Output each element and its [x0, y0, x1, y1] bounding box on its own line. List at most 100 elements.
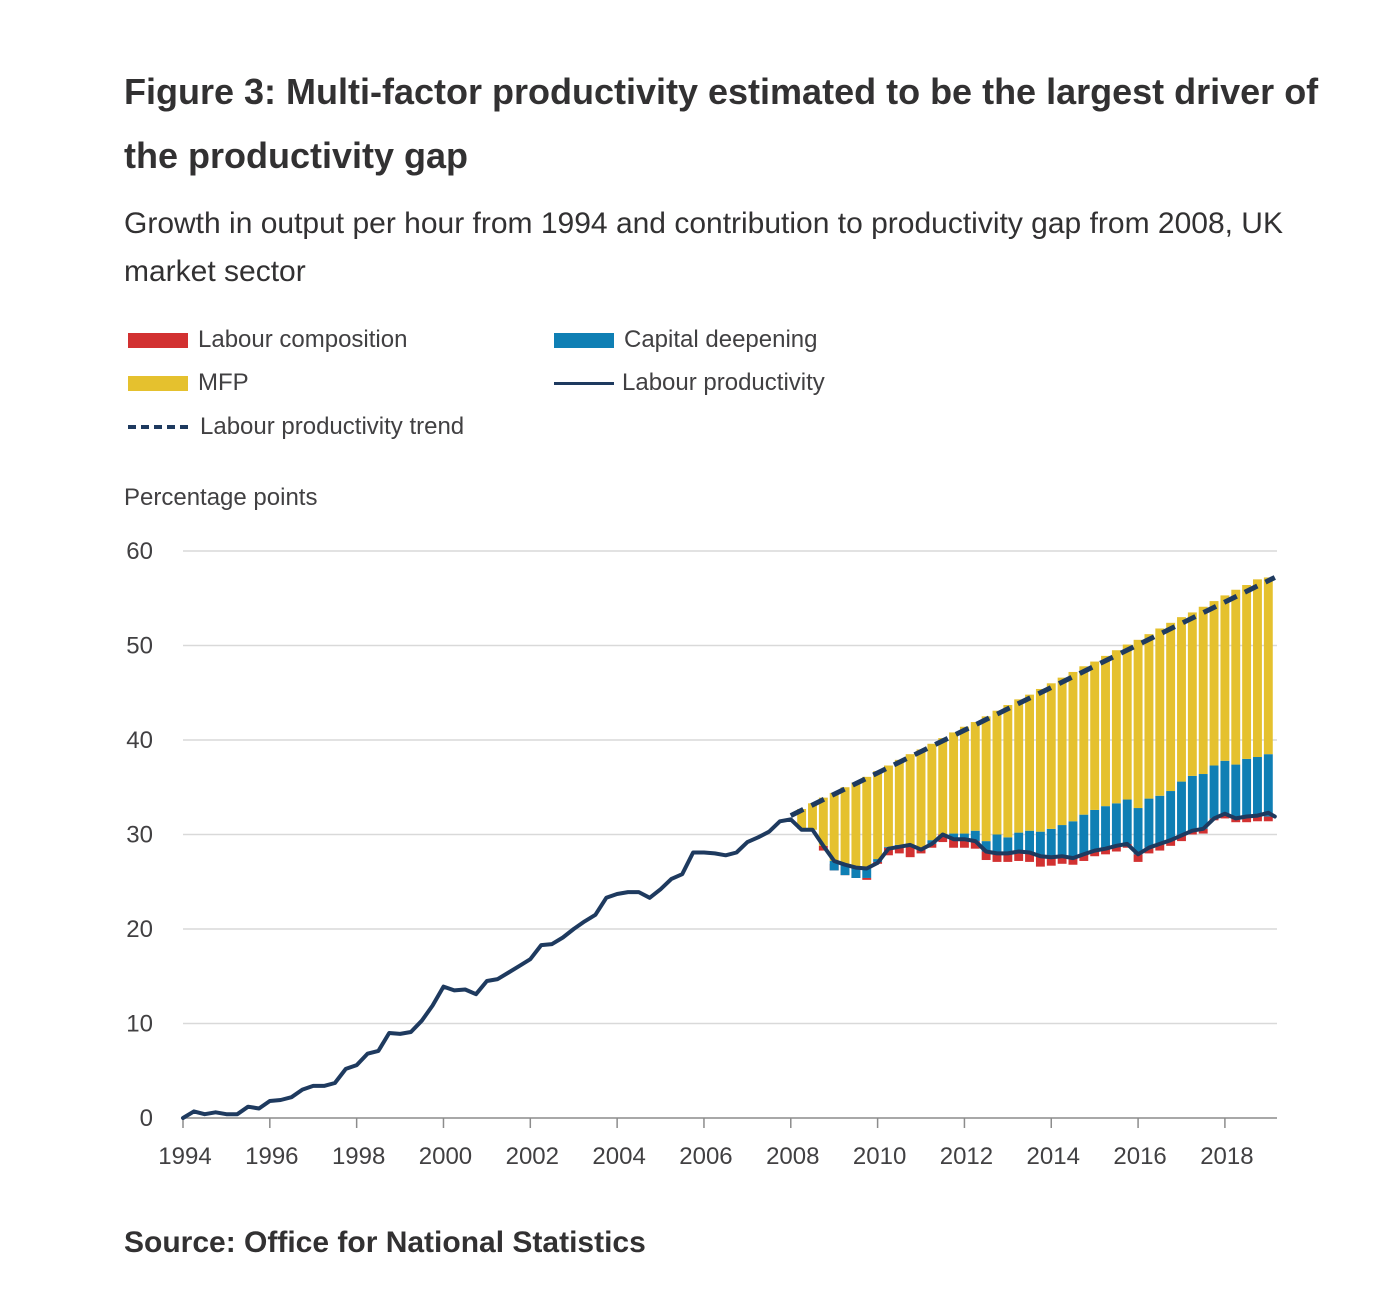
legend-swatch-labour-productivity [554, 381, 614, 385]
bar-capital-deepening [981, 841, 991, 852]
bar-labour-composition [959, 839, 969, 848]
bar-capital-deepening [1253, 757, 1262, 816]
bar-capital-deepening [1220, 760, 1230, 814]
bar-labour-composition [938, 834, 948, 843]
bar-mfp [1177, 617, 1186, 782]
x-tick-label-2010: 2010 [853, 1143, 906, 1170]
legend-item-labour-productivity-trend: Labour productivity trend [128, 407, 464, 447]
y-tick-label-50: 50 [126, 633, 153, 660]
bar-mfp [840, 787, 850, 865]
bar-mfp [1003, 705, 1013, 838]
bar-labour-composition [1177, 835, 1186, 842]
y-axis-label: Percentage points [124, 484, 318, 511]
bar-mfp [1263, 577, 1273, 755]
y-tick-label-40: 40 [126, 727, 153, 754]
bar-labour-composition [1046, 857, 1056, 866]
bar-capital-deepening [1177, 781, 1186, 836]
y-tick-labels: 0 10 20 30 40 50 60 [126, 538, 153, 1132]
x-tick-label-1994: 1994 [158, 1143, 211, 1170]
bar-capital-deepening [1079, 814, 1089, 855]
bar-mfp [1122, 644, 1132, 800]
bar-labour-composition [1101, 848, 1110, 855]
bar-labour-composition [970, 841, 980, 849]
bar-labour-composition [1035, 856, 1045, 867]
bar-mfp [829, 792, 839, 861]
chart-legend: Labour composition Capital deepening MFP… [124, 320, 924, 450]
bar-labour-composition [1198, 828, 1208, 834]
bar-mfp [1057, 677, 1067, 826]
bar-mfp [1155, 628, 1165, 796]
bar-mfp [818, 797, 828, 846]
series-labour-productivity-trend [789, 575, 1276, 818]
bar-capital-deepening [1166, 791, 1176, 841]
bar-capital-deepening [1242, 758, 1252, 817]
bar-mfp [1198, 606, 1208, 775]
x-tick-label-2000: 2000 [419, 1143, 472, 1170]
legend-label-capital-deepening: Capital deepening [624, 326, 818, 353]
bar-capital-deepening [1187, 775, 1197, 831]
x-tick-label-2004: 2004 [592, 1143, 645, 1170]
x-tick-label-2014: 2014 [1027, 1143, 1080, 1170]
bar-capital-deepening [1263, 754, 1273, 817]
legend-swatch-labour-composition [128, 332, 188, 348]
bar-mfp [981, 716, 991, 842]
bar-mfp [1014, 699, 1024, 833]
chart-plot: 0 10 20 30 40 50 60 1994 1996 1998 2000 2002 2004 20… [126, 538, 1277, 1170]
bar-mfp [862, 776, 872, 869]
bar-mfp [1025, 694, 1034, 831]
y-tick-label-60: 60 [126, 538, 153, 565]
bar-labour-composition [1253, 815, 1262, 822]
x-axis: 1994 1996 1998 2000 2002 2004 2006 2008 2010 2012… [158, 1117, 1277, 1170]
x-tick-label-2012: 2012 [940, 1143, 993, 1170]
legend-label-labour-productivity-trend: Labour productivity trend [200, 413, 465, 440]
bar-labour-composition [981, 851, 991, 861]
bar-capital-deepening [992, 834, 1002, 854]
bar-labour-composition [992, 853, 1002, 862]
bar-labour-composition [1014, 851, 1024, 861]
legend-item-mfp: MFP [128, 363, 249, 403]
y-tick-label-30: 30 [126, 822, 153, 849]
bar-capital-deepening [1003, 837, 1013, 854]
bar-mfp [927, 743, 937, 841]
x-tick-label-2006: 2006 [679, 1143, 732, 1170]
bar-mfp [808, 803, 817, 830]
bar-capital-deepening [1025, 830, 1034, 853]
bar-labour-composition [894, 846, 904, 854]
bar-capital-deepening [1035, 831, 1045, 857]
legend-swatch-mfp [128, 375, 188, 391]
bar-capital-deepening [1046, 828, 1056, 858]
legend-label-labour-composition: Labour composition [198, 326, 408, 353]
bar-labour-composition [949, 839, 959, 848]
chart-title: Figure 3: Multi-factor productivity esti… [124, 71, 1319, 176]
bar-capital-deepening [1133, 808, 1143, 855]
bar-labour-composition [1057, 856, 1067, 864]
bar-capital-deepening [1068, 821, 1078, 859]
bar-mfp [949, 732, 959, 834]
y-tick-label-20: 20 [126, 916, 153, 943]
bar-mfp [884, 765, 893, 847]
bar-mfp [938, 738, 948, 835]
bar-capital-deepening [1090, 809, 1100, 851]
bar-capital-deepening [1155, 795, 1165, 844]
bar-labour-composition [1242, 816, 1252, 823]
bar-mfp [894, 759, 904, 845]
bar-labour-composition [1025, 852, 1034, 862]
x-tick-label-2016: 2016 [1113, 1143, 1166, 1170]
bar-mfp [1187, 612, 1197, 776]
bar-mfp [1090, 661, 1100, 810]
bar-capital-deepening [1014, 832, 1024, 852]
bar-capital-deepening [959, 833, 969, 840]
bar-capital-deepening [1101, 806, 1110, 849]
bar-mfp [1144, 634, 1154, 799]
legend-item-capital-deepening: Capital deepening [554, 320, 818, 360]
bar-capital-deepening [829, 860, 839, 871]
x-tick-label-2002: 2002 [506, 1143, 559, 1170]
bar-mfp [851, 782, 861, 868]
gridlines [183, 550, 1277, 1025]
bar-capital-deepening [1231, 764, 1241, 819]
series-lines [181, 575, 1277, 1120]
bar-labour-composition [1068, 858, 1078, 865]
legend-swatch-capital-deepening [554, 332, 614, 348]
bar-labour-composition [1155, 843, 1165, 851]
source-note: Source: Office for National Statistics [124, 1226, 646, 1259]
